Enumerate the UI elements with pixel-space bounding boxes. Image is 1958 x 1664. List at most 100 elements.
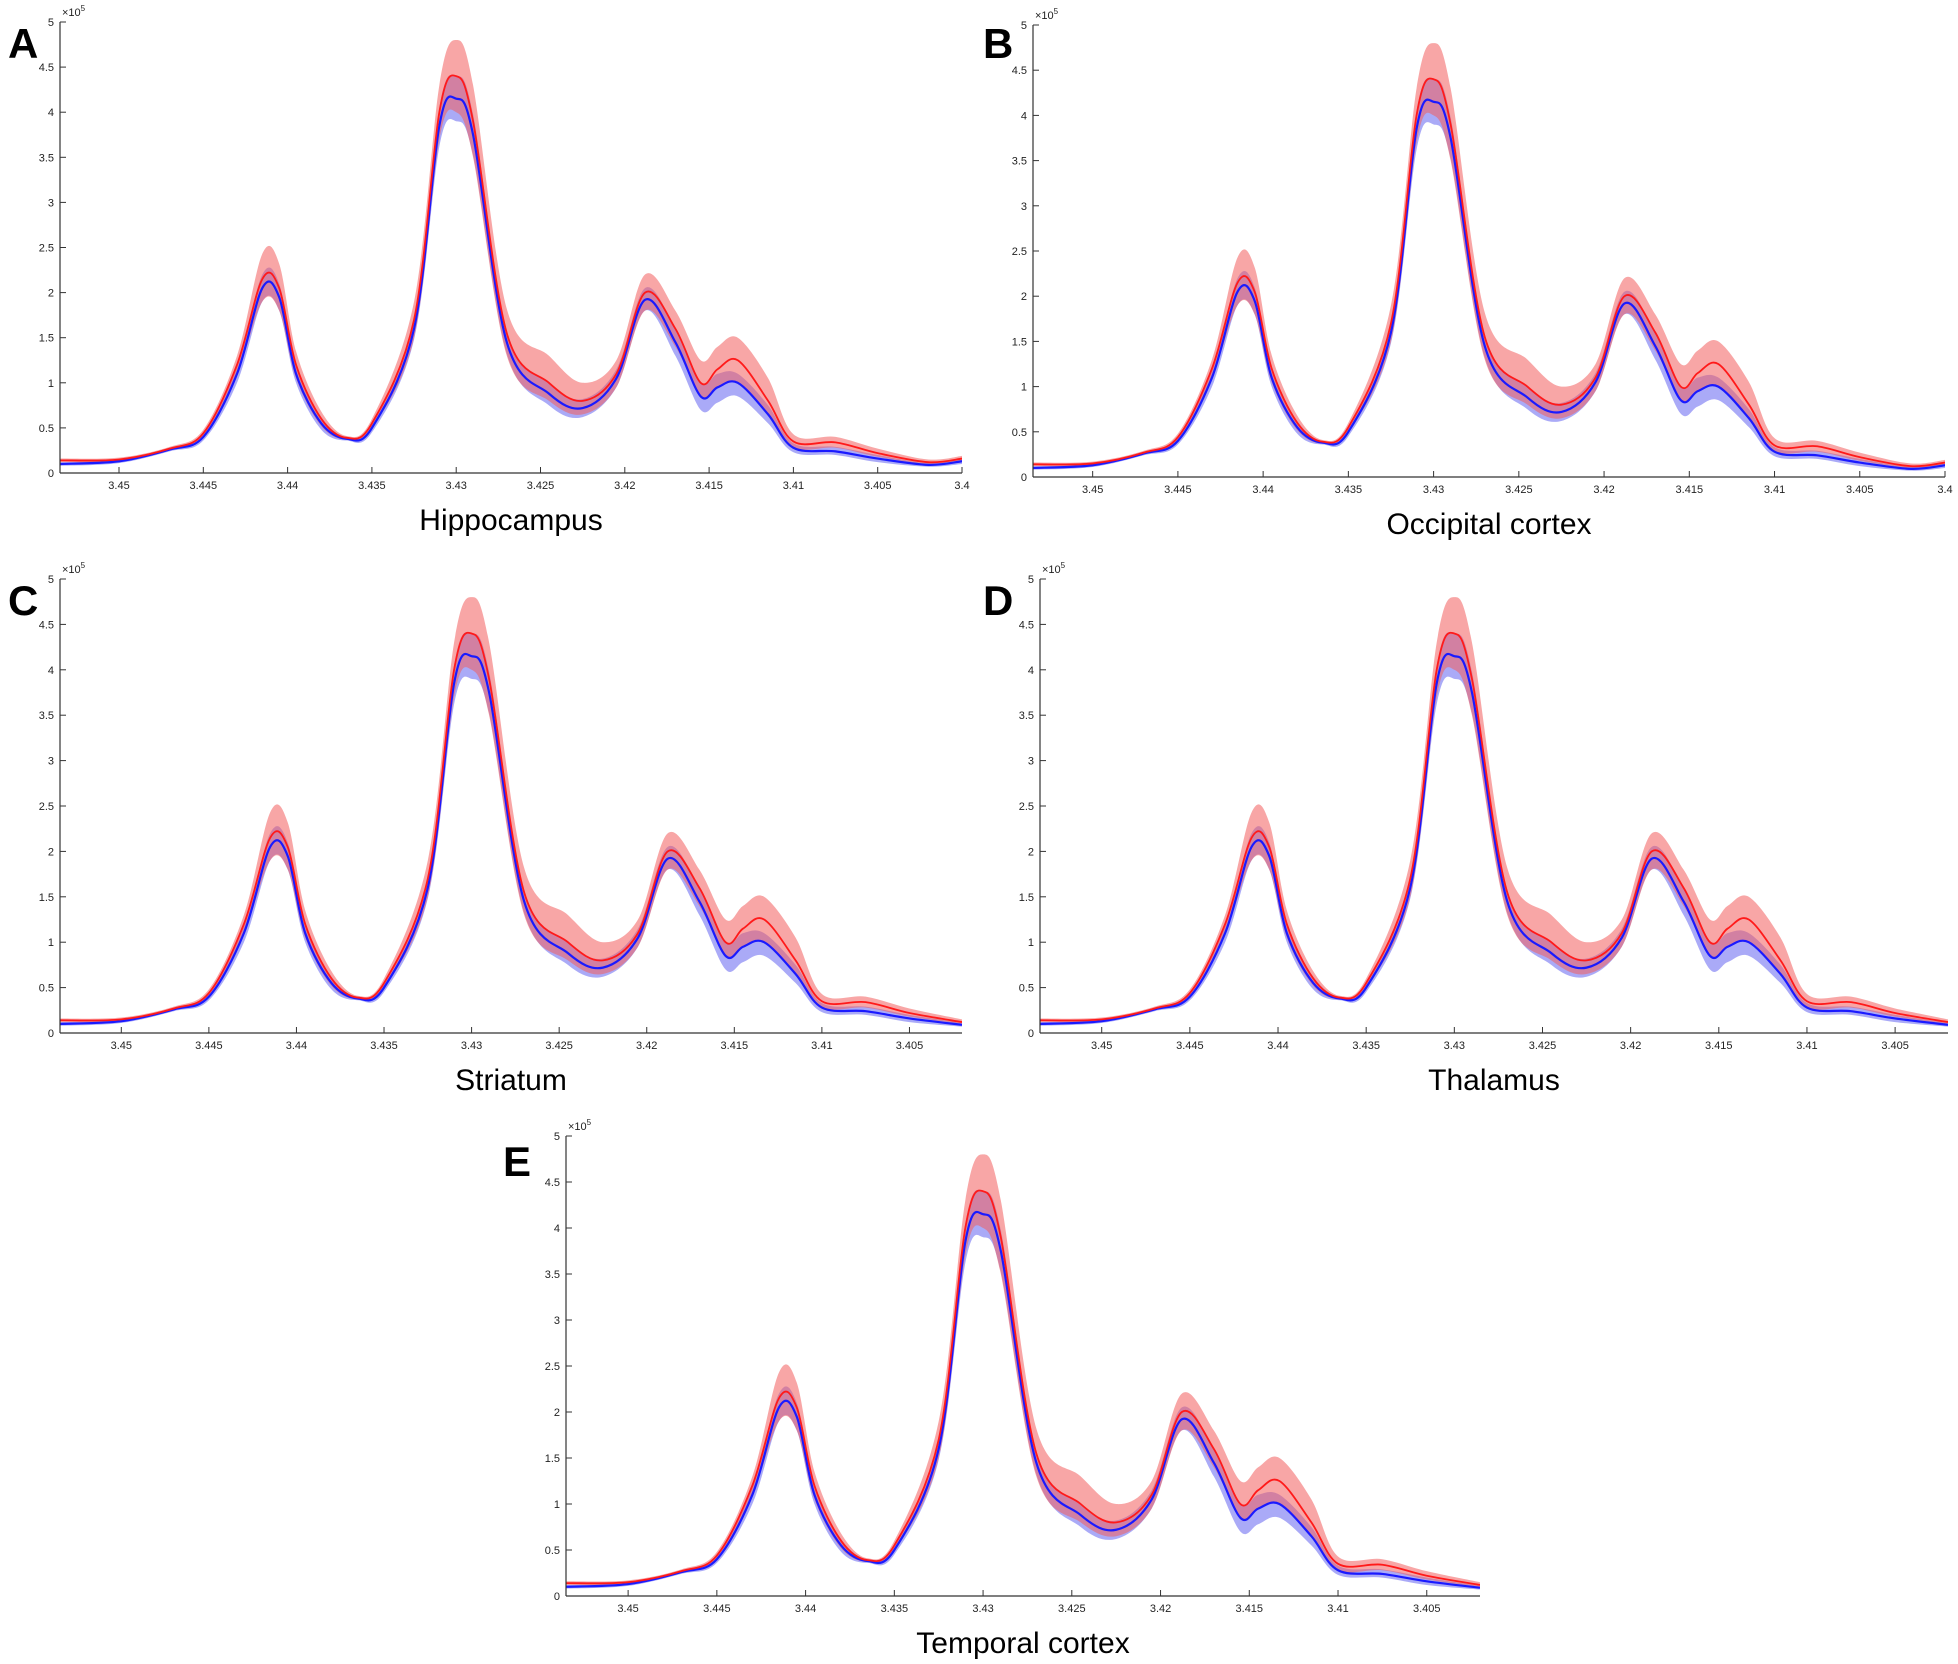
y-tick-label: 2 xyxy=(48,846,54,858)
x-tick-label: 3.45 xyxy=(111,1040,132,1052)
y-tick-label: 0.5 xyxy=(39,423,54,435)
panel-letter: E xyxy=(503,1138,531,1185)
y-tick-label: 3.5 xyxy=(1019,710,1034,722)
blue-mean-line xyxy=(60,95,962,466)
x-tick-label: 3.42 xyxy=(636,1040,657,1052)
x-tick-label: 3.4 xyxy=(954,480,969,492)
y-tick-label: 2 xyxy=(554,1407,560,1419)
x-tick-label: 3.405 xyxy=(896,1040,924,1052)
y-tick-label: 4.5 xyxy=(39,62,54,74)
x-tick-label: 3.435 xyxy=(881,1603,909,1615)
y-tick-label: 0.5 xyxy=(39,983,54,995)
y-tick-label: 0 xyxy=(1021,472,1027,484)
red-band xyxy=(1040,597,1948,1024)
x-tick-label: 3.445 xyxy=(1176,1040,1204,1052)
y-tick-label: 0.5 xyxy=(545,1545,560,1557)
y-tick-label: 3.5 xyxy=(1012,156,1027,168)
blue-band xyxy=(1033,77,1945,471)
panel-title: Occipital cortex xyxy=(1386,508,1591,541)
y-tick-label: 3 xyxy=(554,1315,560,1327)
y-exponent-label: ×105 xyxy=(568,1118,592,1133)
y-tick-label: 0 xyxy=(554,1591,560,1603)
blue-band xyxy=(60,74,962,467)
red-band xyxy=(1033,43,1945,469)
y-tick-label: 5 xyxy=(1021,20,1027,32)
y-tick-label: 0 xyxy=(48,468,54,480)
y-tick-label: 1 xyxy=(554,1499,560,1511)
y-tick-label: 2.5 xyxy=(545,1361,560,1373)
y-tick-label: 5 xyxy=(48,574,54,586)
y-tick-label: 1 xyxy=(1028,937,1034,949)
y-exponent-power: 5 xyxy=(81,4,86,13)
y-tick-label: 3 xyxy=(48,756,54,768)
y-tick-label: 4 xyxy=(1028,665,1034,677)
y-tick-label: 1 xyxy=(48,378,54,390)
panel-title: Hippocampus xyxy=(419,504,602,537)
x-tick-label: 3.415 xyxy=(1236,1603,1264,1615)
x-tick-label: 3.4 xyxy=(1937,484,1952,496)
y-tick-label: 5 xyxy=(48,17,54,29)
y-tick-label: 4 xyxy=(554,1223,560,1235)
y-tick-label: 1.5 xyxy=(39,892,54,904)
blue-mean-line xyxy=(1033,98,1945,470)
red-mean-line xyxy=(60,631,962,1023)
panel-b: B00.511.522.533.544.553.45 3.445 3.44 3.435… xyxy=(983,7,1953,541)
panel-d: D00.511.522.533.544.553.45 3.445 3.44 3.435… xyxy=(983,561,1948,1097)
x-tick-label: 3.43 xyxy=(1423,484,1444,496)
y-tick-label: 0 xyxy=(48,1028,54,1040)
x-tick-label: 3.44 xyxy=(1252,484,1273,496)
red-mean-line xyxy=(1033,77,1945,468)
y-tick-label: 1.5 xyxy=(1019,892,1034,904)
x-tick-label: 3.405 xyxy=(1881,1040,1909,1052)
y-tick-label: 2 xyxy=(48,288,54,300)
y-exponent-power: 5 xyxy=(1054,7,1059,16)
y-tick-label: 1.5 xyxy=(39,333,54,345)
y-tick-label: 4.5 xyxy=(1019,619,1034,631)
plot-area xyxy=(1033,43,1945,471)
red-band xyxy=(566,1154,1480,1587)
panel-e: E00.511.522.533.544.553.45 3.445 3.44 3.435… xyxy=(503,1118,1480,1660)
x-tick-label: 3.44 xyxy=(795,1603,816,1615)
panel-title: Thalamus xyxy=(1428,1064,1560,1097)
x-tick-label: 3.41 xyxy=(1327,1603,1348,1615)
y-exponent-power: 5 xyxy=(1061,561,1066,570)
panel-c: C00.511.522.533.544.553.45 3.445 3.44 3.435… xyxy=(8,561,962,1097)
x-tick-label: 3.45 xyxy=(617,1603,638,1615)
y-tick-label: 4.5 xyxy=(39,619,54,631)
x-tick-label: 3.43 xyxy=(445,480,466,492)
red-mean-line xyxy=(60,74,962,464)
y-tick-label: 1.5 xyxy=(1012,336,1027,348)
x-tick-label: 3.44 xyxy=(277,480,298,492)
y-exponent-label: ×105 xyxy=(1042,561,1066,576)
blue-mean-line xyxy=(566,1210,1480,1589)
x-tick-label: 3.41 xyxy=(1796,1040,1817,1052)
x-tick-label: 3.405 xyxy=(1413,1603,1441,1615)
y-tick-label: 3.5 xyxy=(545,1269,560,1281)
panel-letter: B xyxy=(983,20,1013,67)
y-tick-label: 0.5 xyxy=(1019,983,1034,995)
y-tick-label: 3 xyxy=(1021,201,1027,213)
x-tick-label: 3.42 xyxy=(614,480,635,492)
y-tick-label: 5 xyxy=(1028,574,1034,586)
red-band xyxy=(60,597,962,1024)
panel-letter: A xyxy=(8,20,38,67)
x-tick-label: 3.415 xyxy=(1676,484,1704,496)
x-tick-label: 3.43 xyxy=(972,1603,993,1615)
x-tick-label: 3.44 xyxy=(286,1040,307,1052)
y-tick-label: 4.5 xyxy=(1012,65,1027,77)
x-tick-label: 3.45 xyxy=(1091,1040,1112,1052)
y-tick-label: 3 xyxy=(1028,756,1034,768)
y-tick-label: 4 xyxy=(48,665,54,677)
y-exponent-power: 5 xyxy=(587,1118,592,1127)
x-tick-label: 3.415 xyxy=(695,480,723,492)
y-tick-label: 3 xyxy=(48,197,54,209)
panel-letter: D xyxy=(983,577,1013,624)
red-mean-line xyxy=(566,1189,1480,1586)
x-tick-label: 3.42 xyxy=(1593,484,1614,496)
y-tick-label: 4 xyxy=(48,107,54,119)
x-tick-label: 3.425 xyxy=(1505,484,1533,496)
x-tick-label: 3.43 xyxy=(461,1040,482,1052)
x-tick-label: 3.405 xyxy=(1846,484,1874,496)
y-tick-label: 4 xyxy=(1021,110,1027,122)
plot-area xyxy=(60,597,962,1027)
